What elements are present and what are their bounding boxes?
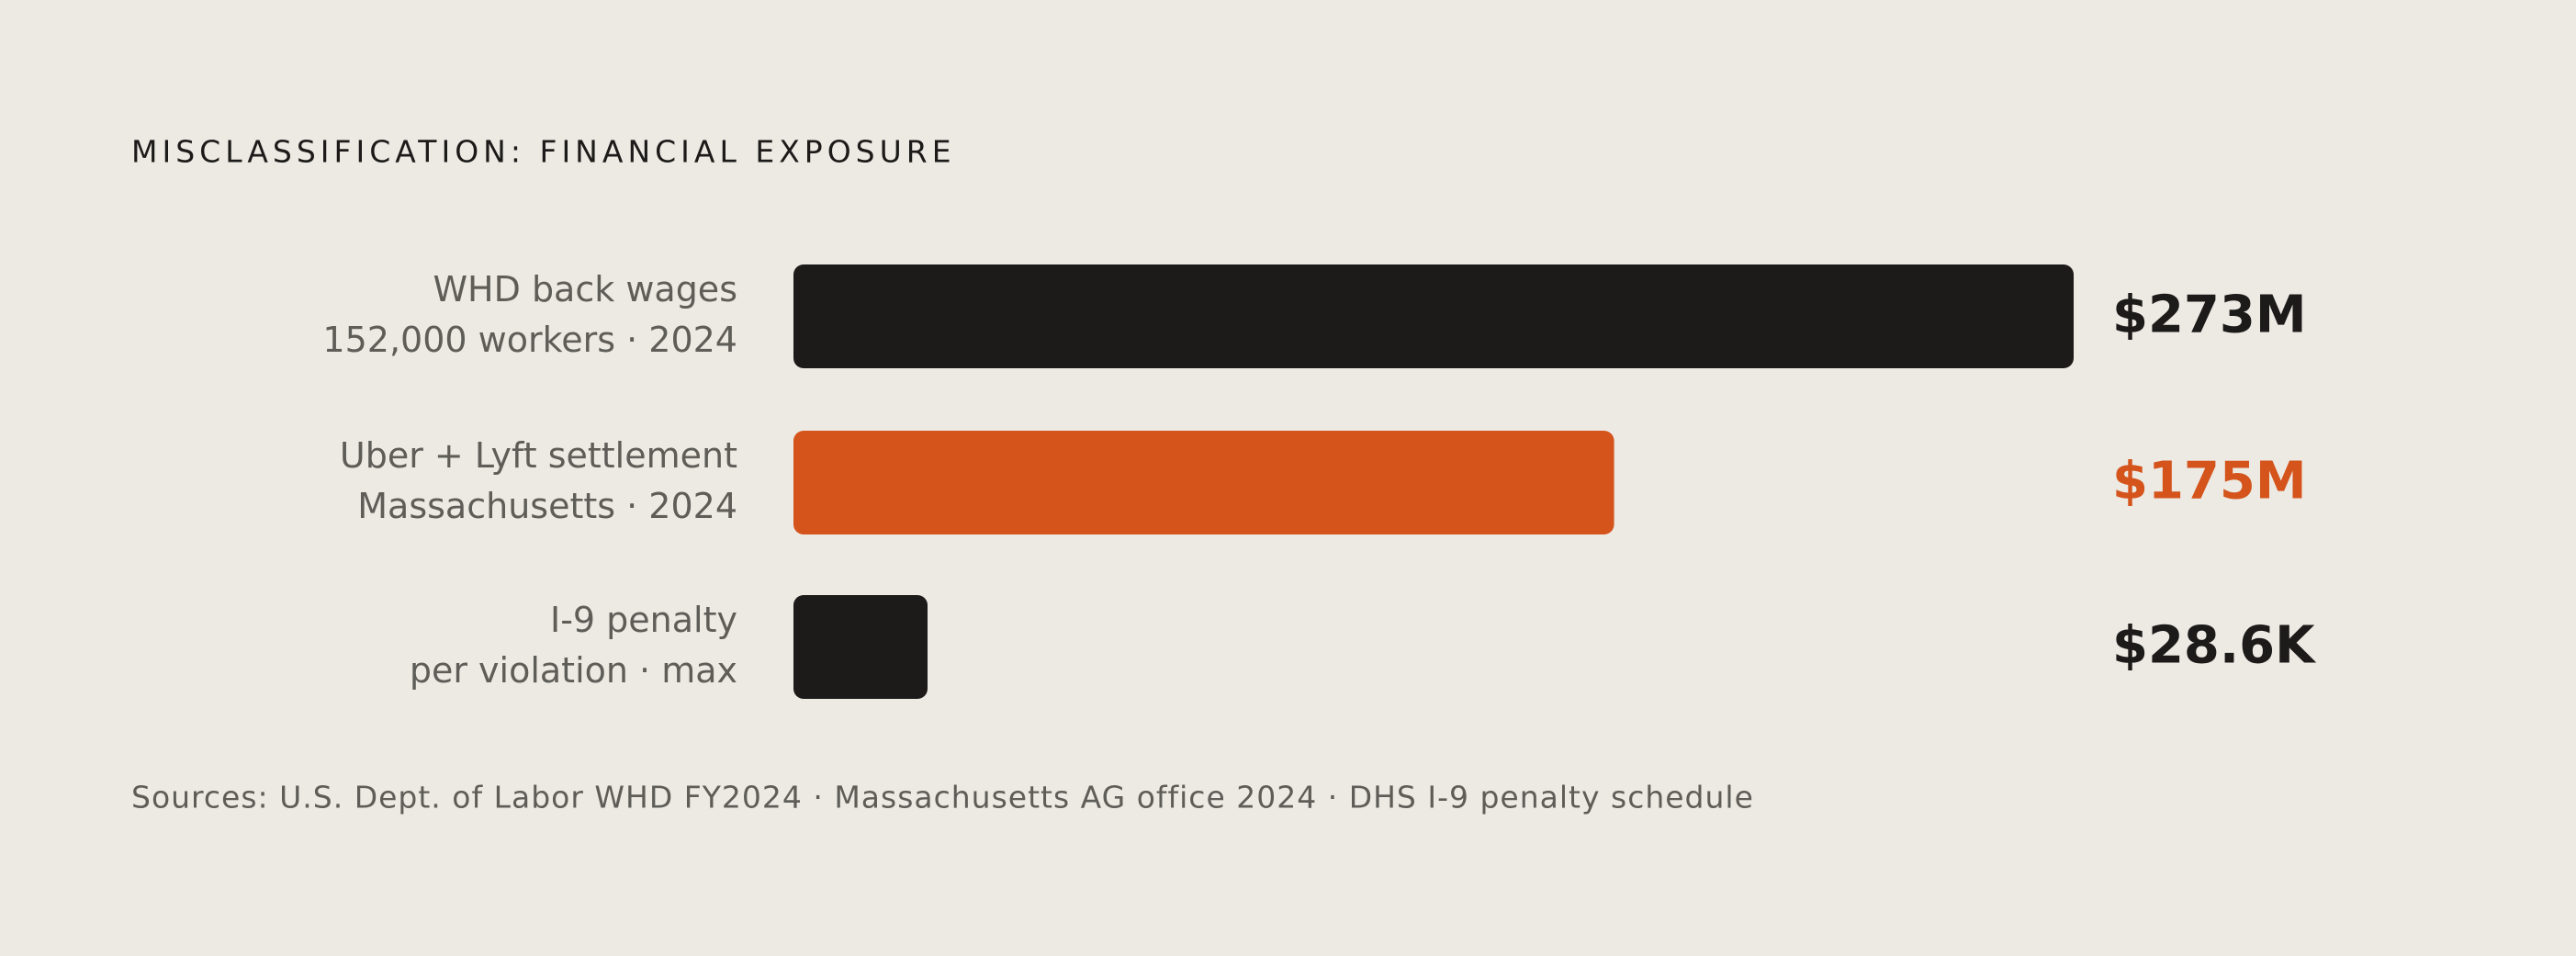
category-note: 152,000 workers · 2024 bbox=[322, 320, 737, 360]
category-label: WHD back wages bbox=[433, 269, 737, 309]
value-label: $273M bbox=[2112, 286, 2307, 345]
bar bbox=[793, 595, 928, 699]
source-note: Sources: U.S. Dept. of Labor WHD FY2024 … bbox=[131, 780, 1754, 815]
value-label: $175M bbox=[2112, 452, 2307, 512]
bar bbox=[793, 264, 2074, 368]
category-note: Massachusetts · 2024 bbox=[357, 486, 737, 526]
chart-title: MISCLASSIFICATION: FINANCIAL EXPOSURE bbox=[131, 134, 956, 170]
bar bbox=[793, 431, 1614, 534]
category-note: per violation · max bbox=[410, 650, 737, 691]
category-label: I-9 penalty bbox=[550, 600, 737, 640]
value-label: $28.6K bbox=[2112, 616, 2317, 676]
category-label: Uber + Lyft settlement bbox=[340, 435, 737, 476]
